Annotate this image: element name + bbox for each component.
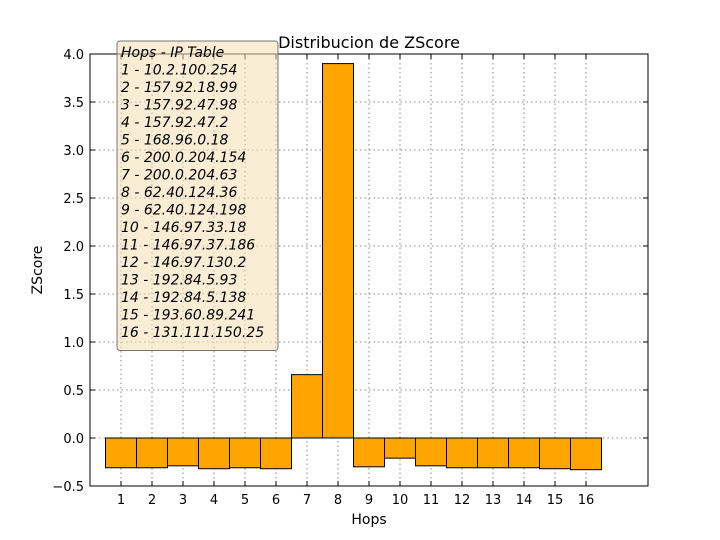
x-tick-label: 1 [117, 493, 125, 508]
y-tick-label: 3.5 [63, 96, 84, 111]
bar [260, 437, 292, 470]
y-tick-label: 2.0 [63, 240, 84, 255]
x-tick-label: 7 [303, 493, 311, 508]
bar [291, 374, 323, 439]
y-tick-label: 0.0 [63, 432, 84, 447]
bar [446, 437, 478, 469]
legend-entry: 5 - 168.96.0.18 [121, 133, 229, 149]
x-tick-label: 3 [179, 493, 187, 508]
bar [105, 437, 137, 469]
legend-entry: 8 - 62.40.124.36 [121, 185, 237, 201]
legend-title: Hops - IP Table [121, 45, 224, 61]
bar [167, 437, 199, 467]
legend-entry: 9 - 62.40.124.198 [121, 203, 246, 219]
bar [477, 437, 509, 469]
x-tick-label: 5 [241, 493, 249, 508]
x-tick-label: 16 [578, 493, 595, 508]
bar [384, 437, 416, 459]
x-tick-label: 8 [334, 493, 342, 508]
bar [353, 437, 385, 468]
x-axis-label: Hops [351, 512, 386, 528]
x-tick-label: 11 [423, 493, 440, 508]
bar [322, 63, 354, 439]
y-tick-label: 1.5 [63, 288, 84, 303]
y-tick-label: 3.0 [63, 144, 84, 159]
y-tick-label: −0.5 [52, 480, 84, 495]
bar [539, 437, 571, 470]
bar [415, 437, 447, 467]
bar [229, 437, 261, 469]
y-axis-label: ZScore [30, 246, 46, 295]
legend-entry: 2 - 157.92.18.99 [121, 80, 237, 96]
y-tick-label: 0.5 [63, 384, 84, 399]
tick-layer: −0.50.00.51.01.52.02.53.03.54.01 2 3 4 5 6 7 8 9… [52, 48, 648, 508]
legend-entry: 15 - 193.60.89.241 [121, 308, 255, 324]
legend-entry: 10 - 146.97.33.18 [121, 220, 246, 236]
bar [508, 437, 540, 469]
legend-entry: 1 - 10.2.100.254 [121, 63, 237, 79]
x-tick-label: 13 [485, 493, 502, 508]
y-tick-label: 2.5 [63, 192, 84, 207]
x-tick-label: 9 [365, 493, 373, 508]
y-tick-label: 4.0 [63, 48, 84, 63]
legend-entry: 11 - 146.97.37.186 [121, 238, 255, 254]
legend-background [116, 40, 279, 351]
legend-entry: 3 - 157.92.47.98 [121, 98, 237, 114]
bar [136, 437, 168, 469]
x-tick-label: 12 [454, 493, 471, 508]
legend-entry: 13 - 192.84.5.93 [121, 273, 237, 289]
chart-title: Distribucion de ZScore [278, 33, 460, 52]
x-tick-label: 2 [148, 493, 156, 508]
legend-entry: 14 - 192.84.5.138 [121, 290, 246, 306]
legend-entry: 12 - 146.97.130.2 [121, 255, 246, 271]
x-tick-label: 14 [516, 493, 533, 508]
x-tick-label: 10 [392, 493, 409, 508]
y-tick-label: 1.0 [63, 336, 84, 351]
legend-entry: 6 - 200.0.204.154 [121, 150, 246, 166]
bar [198, 437, 230, 470]
legend-entry: 4 - 157.92.47.2 [121, 115, 229, 131]
x-tick-label: 4 [210, 493, 218, 508]
bar [570, 437, 602, 471]
x-tick-label: 15 [547, 493, 564, 508]
bar-layer [105, 63, 602, 471]
legend-entry: 7 - 200.0.204.63 [121, 168, 237, 184]
legend-entry: 16 - 131.111.150.25 [121, 325, 264, 341]
x-tick-label: 6 [272, 493, 280, 508]
